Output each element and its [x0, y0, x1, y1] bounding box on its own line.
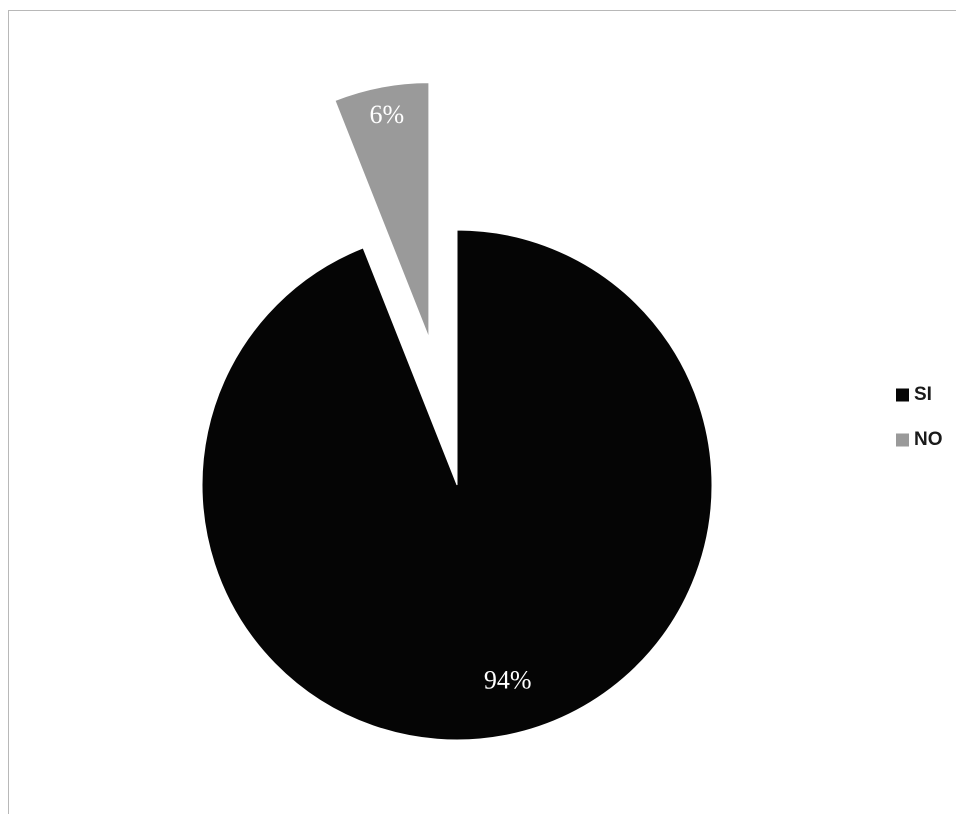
pie-slices	[201, 82, 713, 741]
legend: SI NO	[896, 384, 943, 450]
legend-swatch-si	[896, 388, 909, 402]
legend-swatch-no	[896, 433, 909, 447]
pie-slice-no	[334, 82, 430, 338]
legend-label-no: NO	[914, 429, 943, 450]
legend-label-si: SI	[914, 384, 932, 405]
data-label-no: 6%	[370, 100, 405, 129]
slice-labels: 94% 6%	[370, 100, 532, 694]
pie-slice-si	[201, 229, 713, 741]
data-label-si: 94%	[484, 666, 532, 695]
